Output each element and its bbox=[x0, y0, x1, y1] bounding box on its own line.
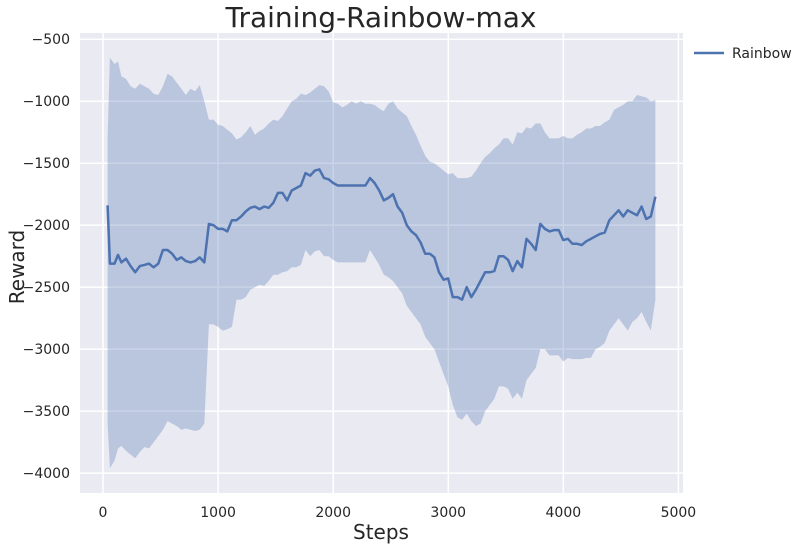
x-tick-label: 4000 bbox=[546, 505, 582, 521]
y-tick-label: −3500 bbox=[23, 404, 70, 420]
y-tick-label: −3000 bbox=[23, 342, 70, 358]
grid bbox=[80, 33, 683, 493]
y-tick-label: −1500 bbox=[23, 156, 70, 172]
y-ticks: −500 −1000 −1500 −2000 −2500 −3000 −3500 −4000 bbox=[23, 32, 70, 482]
legend-label-rainbow: Rainbow bbox=[732, 46, 792, 62]
x-tick-label: 5000 bbox=[661, 505, 697, 521]
y-tick-label: −4000 bbox=[23, 466, 70, 482]
chart-title: Training-Rainbow-max bbox=[224, 1, 536, 34]
y-tick-label: −2500 bbox=[23, 280, 70, 296]
y-tick-label: −1000 bbox=[23, 94, 70, 110]
line-layer bbox=[106, 168, 657, 301]
series-line-rainbow bbox=[106, 168, 657, 301]
x-tick-label: 0 bbox=[99, 505, 108, 521]
x-tick-label: 3000 bbox=[430, 505, 466, 521]
y-axis-label: Reward bbox=[5, 230, 29, 304]
band-layer bbox=[107, 57, 656, 469]
series-band-rainbow bbox=[107, 57, 656, 469]
plot-area bbox=[80, 33, 683, 493]
x-axis-label: Steps bbox=[353, 520, 409, 544]
legend: Rainbow bbox=[694, 46, 792, 62]
x-ticks: 0 1000 2000 3000 4000 5000 bbox=[99, 505, 697, 521]
y-tick-label: −2000 bbox=[23, 218, 70, 234]
x-tick-label: 1000 bbox=[200, 505, 236, 521]
x-tick-label: 2000 bbox=[315, 505, 351, 521]
y-tick-label: −500 bbox=[32, 32, 70, 48]
